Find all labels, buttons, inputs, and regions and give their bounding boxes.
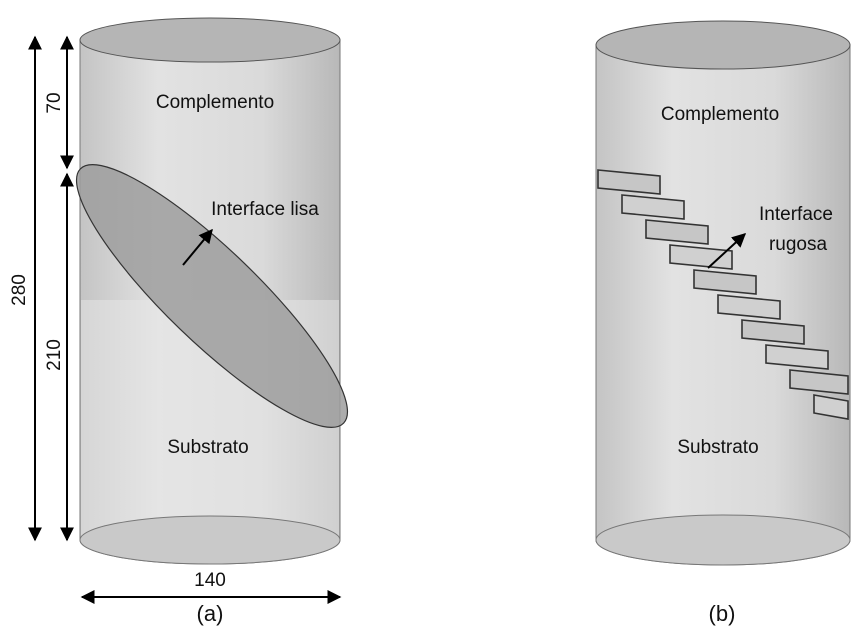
dimension-label: 70 (44, 92, 65, 113)
region-label: Substrato (167, 437, 248, 458)
interface-label: Interface lisa (211, 199, 319, 220)
panel-label: (a) (197, 601, 224, 626)
dimension-label: 280 (9, 274, 30, 306)
region-label: Substrato (677, 437, 758, 458)
figure: 280 70 210 140 Complemento Interface lis… (0, 0, 851, 633)
interface-label: Interface (759, 204, 833, 225)
region-label: Complemento (661, 104, 779, 125)
region-label: Complemento (156, 92, 274, 113)
dimension-label: 140 (194, 570, 226, 591)
cylinder-b (596, 21, 850, 565)
interface-label: rugosa (769, 234, 828, 255)
dimension-label: 210 (44, 339, 65, 371)
panel-label: (b) (709, 601, 736, 626)
